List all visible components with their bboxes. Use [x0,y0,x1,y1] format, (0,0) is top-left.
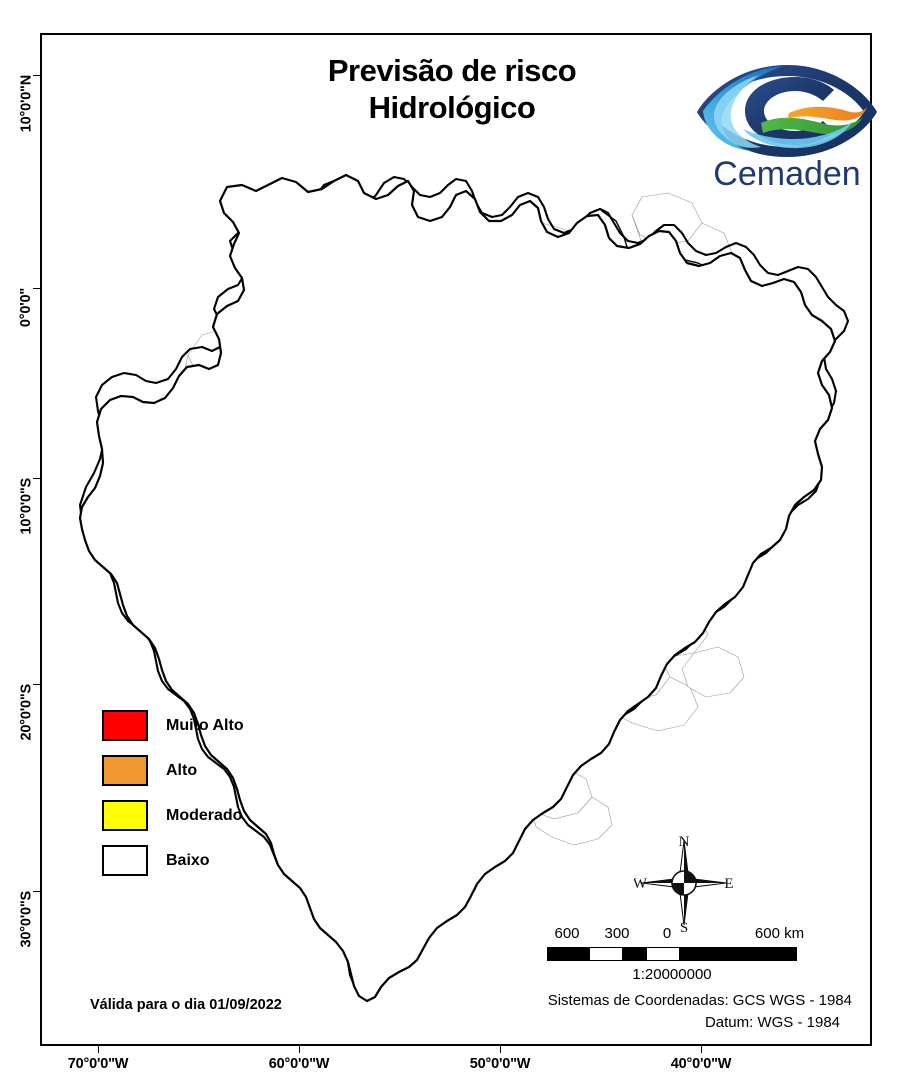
compass-label-east: E [724,876,733,892]
scale-bar: 600 300 0 600 km 1:20000000 [547,925,804,983]
north-arrow: N S E W [634,833,734,933]
scale-label-600-right: 600 km [754,925,805,942]
lat-label-30s: 30°0'0"S [18,891,34,948]
logo-wordmark: Cemaden [713,155,860,193]
legend-item-baixo: Baixo [102,838,332,883]
brazil-map [78,173,850,1003]
legend-swatch-moderado [102,800,148,831]
scale-label-0: 0 [662,925,672,942]
lon-tick-50w [500,1044,501,1053]
compass-star-icon [641,840,727,926]
lon-tick-70w [98,1044,99,1053]
legend-label-moderado: Moderado [166,806,243,824]
lon-label-60w: 60°0'0"W [268,1056,330,1072]
title-line-1: Previsão de risco [327,53,577,88]
lon-label-70w: 70°0'0"W [67,1056,129,1072]
legend-label-baixo: Baixo [166,851,210,869]
lat-label-0: 0°0'0" [18,288,34,328]
lon-label-50w: 50°0'0"W [469,1056,531,1072]
legend-swatch-muito-alto [102,710,148,741]
coordinate-system-block: Sistemas de Coordenadas: GCS WGS - 1984 … [462,990,852,1034]
valid-date-text: Válida para o dia 01/09/2022 [90,997,282,1013]
scale-bar-graphic [547,947,797,961]
lat-label-10n: 10°0'0"N [18,75,34,133]
cemaden-logo: Cemaden [687,49,887,194]
legend-label-muito-alto: Muito Alto [166,716,244,734]
lat-label-10s: 10°0'0"S [18,478,34,535]
coordinate-system-text: Sistemas de Coordenadas: GCS WGS - 1984 [547,992,852,1009]
lon-label-40w: 40°0'0"W [670,1056,732,1072]
compass-label-south: S [680,920,688,933]
title-line-2: Hidrológico [368,89,536,125]
map-frame: Previsão de risco Hidrológico [18,33,877,1072]
risk-legend: Muito Alto Alto Moderado Baixo [102,703,332,883]
lat-tick-10s [33,478,42,479]
lat-tick-10n [33,75,42,76]
legend-item-moderado: Moderado [102,793,332,838]
cemaden-eye-icon: Cemaden [697,65,877,193]
legend-item-muito-alto: Muito Alto [102,703,332,748]
scale-bar-labels: 600 300 0 600 km [547,925,804,945]
scale-label-600-left: 600 [554,925,580,942]
legend-item-alto: Alto [102,748,332,793]
page-title: Previsão de risco Hidrológico [242,53,662,126]
legend-swatch-alto [102,755,148,786]
compass-label-west: W [634,876,648,892]
legend-swatch-baixo [102,845,148,876]
lon-tick-40w [701,1044,702,1053]
lon-tick-60w [299,1044,300,1053]
scale-label-300: 300 [604,925,630,942]
lat-tick-20s [33,684,42,685]
lat-label-20s: 20°0'0"S [18,684,34,741]
compass-label-north: N [679,834,690,850]
brazil-silhouette [78,173,837,1003]
datum-text: Datum: WGS - 1984 [704,1013,840,1031]
lat-tick-30s [33,891,42,892]
legend-label-alto: Alto [166,761,198,779]
lat-tick-0 [33,288,42,289]
scale-ratio: 1:20000000 [632,966,712,983]
